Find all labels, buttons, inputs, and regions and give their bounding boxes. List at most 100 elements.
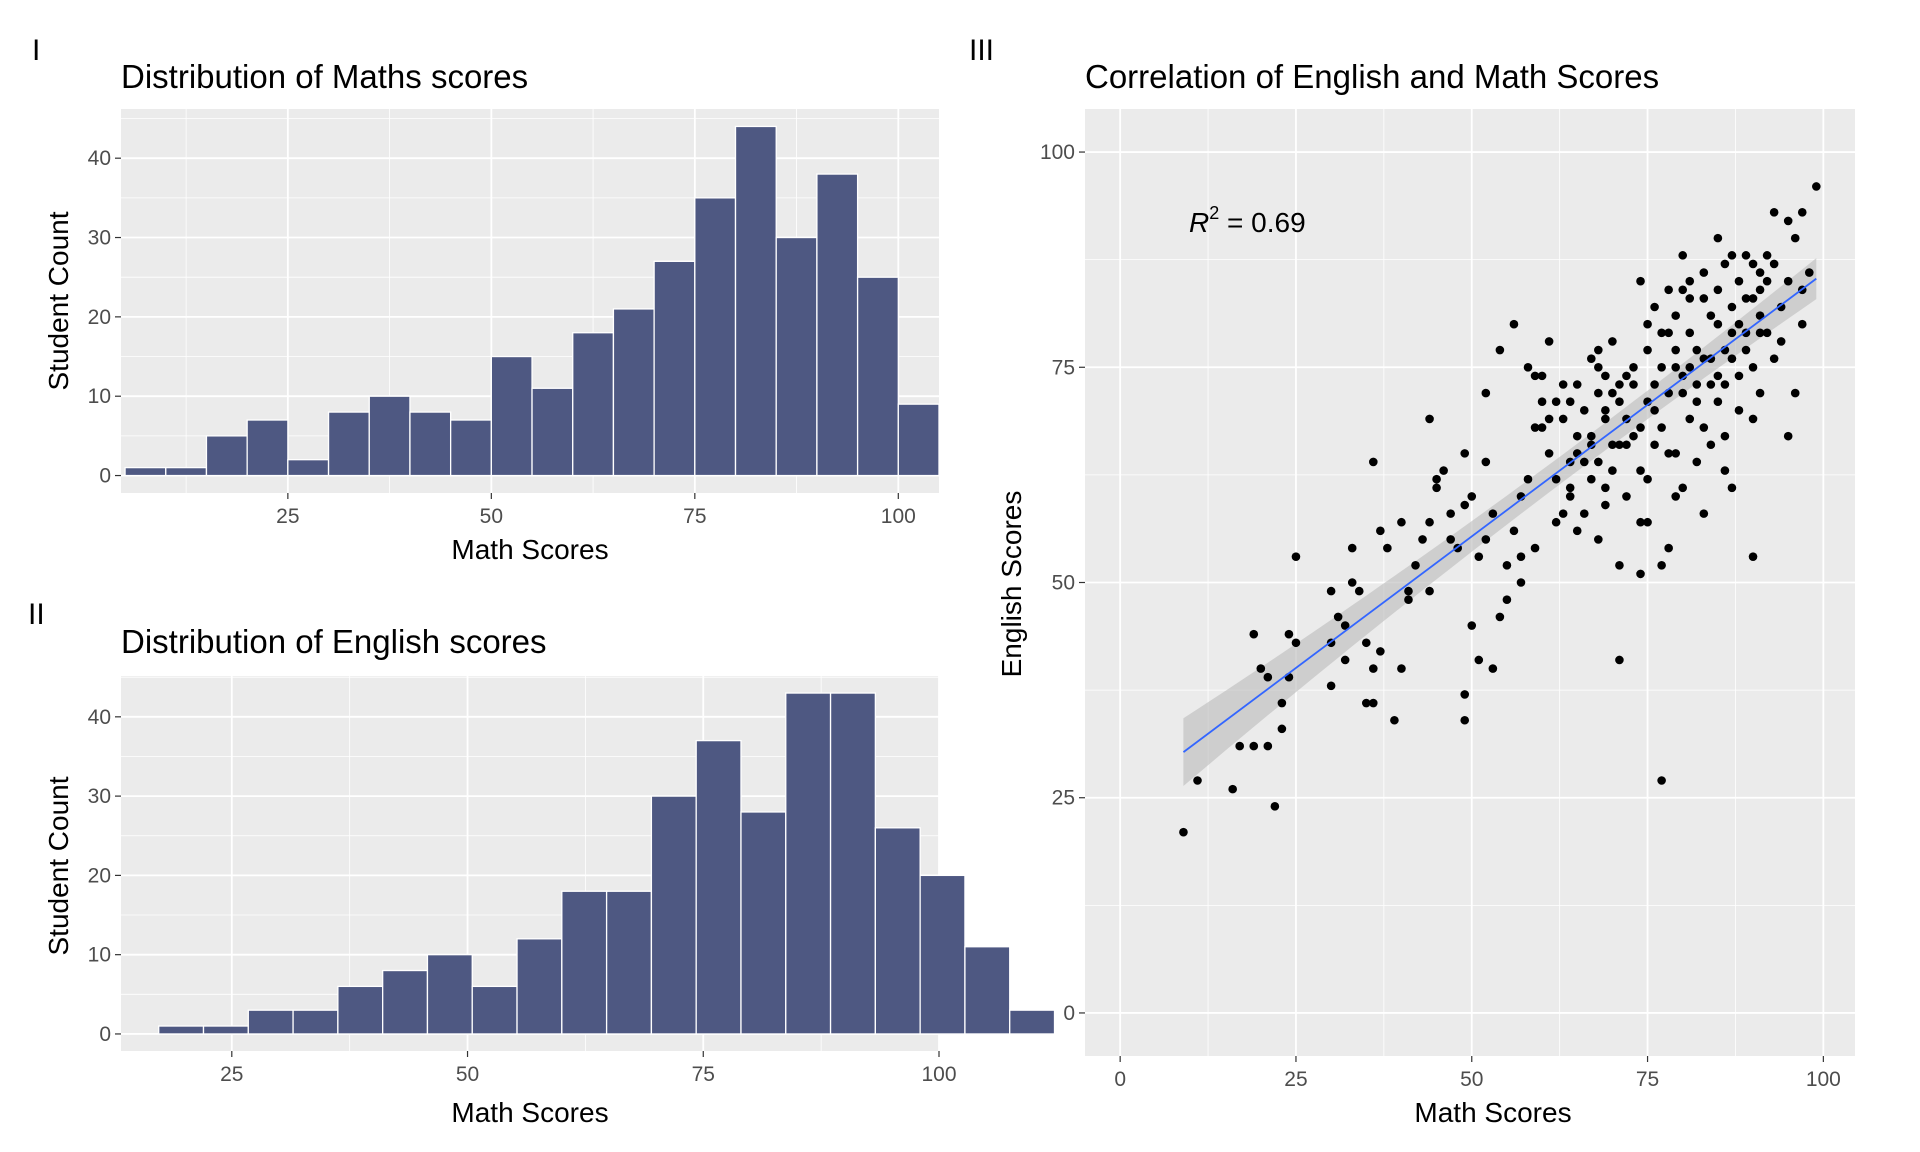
histogram-bar [165, 466, 208, 477]
scatter-point [1509, 526, 1519, 536]
scatter-point [1755, 311, 1765, 320]
y-tick-label: 30 [88, 785, 111, 808]
scatter-point [1706, 440, 1716, 450]
confidence-band [1183, 258, 1817, 787]
histogram-bar [694, 197, 737, 477]
scatter-point [1762, 276, 1772, 286]
scatter-point [1783, 276, 1793, 286]
scatter-point [1594, 457, 1603, 467]
scatter-point [1249, 741, 1259, 751]
histogram-bar [449, 419, 492, 477]
scatter-point [1692, 380, 1702, 389]
scatter-point [1397, 664, 1406, 673]
histogram-bar [816, 173, 859, 477]
scatter-correlation: III Correlation of English and Math Scor… [969, 34, 1855, 1128]
scatter-point [1425, 414, 1434, 424]
scatter-point [1544, 414, 1554, 424]
grid-correlation [1085, 109, 1855, 1056]
scatter-point [1460, 500, 1470, 510]
histogram-bar [205, 435, 248, 477]
x-tick-label: 50 [456, 1063, 479, 1086]
scatter-point [1692, 345, 1702, 355]
scatter-point [1685, 328, 1695, 338]
scatter-point [1734, 406, 1744, 415]
scatter-point [1664, 285, 1673, 295]
y-axis-title-maths: Student Count [43, 211, 74, 390]
histogram-bar [124, 466, 167, 477]
scatter-point [1537, 423, 1547, 432]
scatter-point [1783, 216, 1793, 226]
scatter-point [1523, 474, 1533, 484]
histogram-bar [382, 969, 429, 1035]
histogram-english: II Distribution of English scores 0 10 20 3… [28, 598, 1056, 1128]
histogram-bar [516, 938, 563, 1035]
scatter-point [1425, 586, 1434, 596]
scatter-point [1256, 664, 1266, 673]
scatter-point [1481, 535, 1491, 544]
scatter-point [1720, 431, 1730, 441]
scatter-point [1678, 285, 1688, 295]
x-tick-label: 100 [881, 505, 916, 528]
scatter-point [1601, 406, 1610, 415]
scatter-point [1671, 311, 1680, 320]
scatter-point [1530, 423, 1540, 432]
scatter-point [1481, 457, 1491, 467]
scatter-point [1650, 380, 1659, 389]
scatter-point [1587, 440, 1596, 450]
scatter-point [1671, 345, 1680, 355]
scatter-point [1643, 345, 1652, 355]
histogram-bar [426, 954, 473, 1035]
scatter-point [1713, 371, 1723, 381]
histogram-bar [409, 411, 452, 477]
scatter-point [1685, 276, 1695, 286]
scatter-point [1678, 483, 1688, 493]
scatter-point [1629, 362, 1638, 372]
scatter-point [1657, 362, 1666, 372]
scatter-point [1755, 388, 1765, 398]
histogram-bar [202, 1025, 249, 1035]
histogram-bar [785, 692, 832, 1035]
scatter-point [1769, 354, 1779, 363]
scatter-point [1601, 483, 1610, 493]
scatter-point [1650, 302, 1659, 312]
scatter-point [1657, 560, 1666, 570]
scatter-point [1572, 380, 1582, 389]
x-tick-label: 100 [1806, 1068, 1841, 1091]
scatter-point [1460, 690, 1470, 699]
y-tick-label: 20 [88, 864, 111, 887]
scatter-point [1797, 208, 1807, 217]
scatter-point [1699, 268, 1709, 277]
scatter-point [1587, 474, 1596, 484]
bars-english [158, 692, 1056, 1035]
x-ticks-english: 25 50 75 100 [220, 1051, 957, 1086]
scatter-point [1727, 251, 1737, 260]
scatter-point [1748, 362, 1758, 372]
scatter-point [1720, 259, 1730, 269]
scatter-point [1277, 698, 1287, 708]
scatter-point [1587, 354, 1596, 363]
scatter-point [1397, 517, 1406, 527]
histogram-bar [734, 125, 777, 477]
scatter-point [1713, 285, 1723, 295]
scatter-point [1418, 535, 1427, 544]
scatter-point [1762, 328, 1772, 338]
points-correlation [1179, 182, 1821, 837]
r-squared-value: = 0.69 [1219, 207, 1305, 238]
scatter-point [1594, 362, 1603, 372]
scatter-point [1481, 388, 1491, 398]
scatter-point [1263, 741, 1273, 751]
scatter-point [1769, 259, 1779, 269]
scatter-point [1636, 276, 1645, 286]
scatter-point [1804, 268, 1814, 277]
bars-maths [124, 125, 940, 477]
scatter-point [1537, 397, 1547, 407]
scatter-point [1643, 474, 1652, 484]
scatter-point [1565, 483, 1575, 493]
scatter-point [1727, 302, 1737, 312]
x-axis-title-maths: Math Scores [451, 534, 608, 565]
scatter-point [1713, 397, 1723, 407]
scatter-point [1594, 535, 1603, 544]
r-squared-superscript: 2 [1209, 203, 1219, 223]
y-tick-label: 40 [88, 706, 111, 729]
